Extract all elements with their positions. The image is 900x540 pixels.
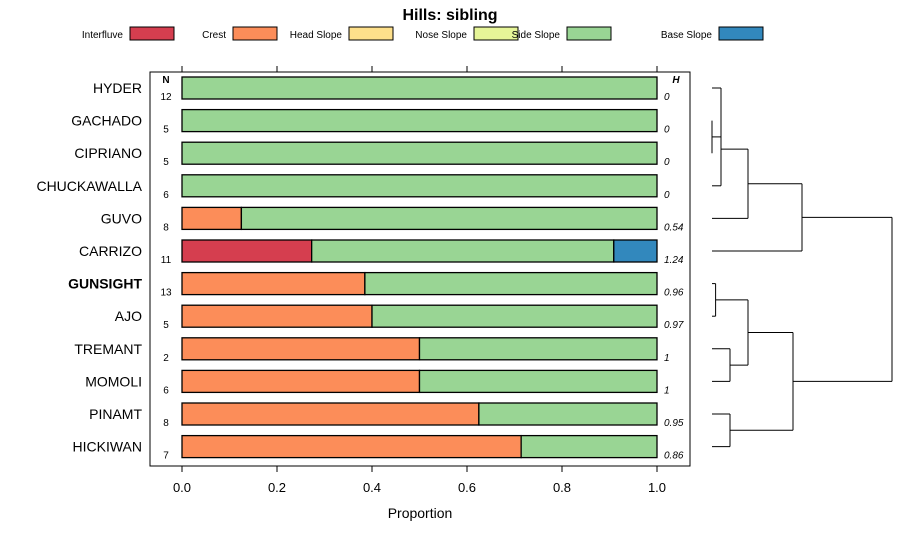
bar-segment-side-slope	[181, 174, 658, 198]
x-tick-label: 0.6	[458, 480, 476, 495]
category-label: GUNSIGHT	[68, 276, 142, 292]
x-axis-label: Proportion	[388, 505, 453, 521]
n-value: 8	[163, 418, 169, 429]
h-value: 0	[664, 92, 670, 103]
x-tick-label: 0.2	[268, 480, 286, 495]
legend-label-nose-slope: Nose Slope	[415, 30, 467, 41]
bar-row-hickiwan: HICKIWAN 7 0.86	[73, 434, 684, 462]
legend-swatch-base-slope	[718, 26, 764, 41]
bar-row-tremant: TREMANT 2 1	[74, 337, 670, 364]
bar-segment-side-slope	[311, 239, 615, 263]
bar-segment-interfluve	[181, 239, 313, 263]
category-label: CIPRIANO	[74, 145, 142, 161]
x-tick-label: 1.0	[648, 480, 666, 495]
bar-row-pinamt: PINAMT 8 0.95	[89, 402, 684, 429]
legend-label-base-slope: Base Slope	[661, 30, 713, 41]
category-label: HICKIWAN	[73, 439, 142, 455]
bar-segment-crest	[181, 271, 366, 296]
category-label: AJO	[115, 308, 142, 324]
x-tick-label: 0.0	[173, 480, 191, 495]
x-tick-label: 0.8	[553, 480, 571, 495]
bar-segment-side-slope	[418, 369, 658, 394]
plot-frame	[149, 71, 691, 467]
bar-segment-side-slope	[520, 434, 658, 459]
h-value: 0.86	[664, 451, 684, 462]
bar-segment-crest	[181, 304, 373, 328]
legend-label-side-slope: Side Slope	[512, 30, 561, 41]
legend: Interfluve Crest Head Slope Nose Slope Side …	[82, 26, 764, 41]
x-axis: 0.0 0.2 0.4 0.6 0.8 1.0	[173, 66, 666, 495]
n-value: 2	[163, 353, 169, 364]
bar-segment-crest	[181, 337, 421, 361]
h-value: 0.96	[664, 288, 684, 299]
category-label: HYDER	[93, 80, 142, 96]
bar-row-momoli: MOMOLI 6 1	[85, 369, 670, 396]
legend-swatch-head-slope	[348, 26, 394, 41]
x-tick-label: 0.4	[363, 480, 381, 495]
category-label: CARRIZO	[79, 243, 142, 259]
n-value: 6	[163, 190, 169, 201]
bar-row-chuckawalla: CHUCKAWALLA 6 0	[36, 174, 670, 201]
n-value: 5	[163, 125, 169, 136]
bar-row-ajo: AJO 5 0.97	[115, 304, 684, 331]
bar-segment-side-slope	[181, 76, 658, 100]
n-value: 8	[163, 222, 169, 233]
bar-row-guvo: GUVO 8 0.54	[101, 206, 684, 233]
h-value: 1	[664, 385, 670, 396]
bar-row-gachado: GACHADO 5 0	[71, 108, 670, 136]
dendrogram	[711, 87, 893, 448]
h-value: 0.54	[664, 222, 684, 233]
n-value: 6	[163, 385, 169, 396]
n-value: 5	[163, 320, 169, 331]
bar-segment-side-slope	[371, 304, 658, 328]
category-label: CHUCKAWALLA	[36, 178, 142, 194]
bar-segment-crest	[181, 206, 243, 231]
legend-label-head-slope: Head Slope	[290, 30, 343, 41]
h-column-header: H	[672, 75, 680, 86]
n-column-header: N	[162, 75, 169, 86]
bar-row-cipriano: CIPRIANO 5 0	[74, 141, 670, 168]
bar-segment-crest	[181, 369, 421, 394]
legend-label-interfluve: Interfluve	[82, 30, 124, 41]
h-value: 0	[664, 157, 670, 168]
bar-segment-side-slope	[418, 337, 658, 361]
bar-segment-side-slope	[240, 206, 658, 231]
bar-segment-crest	[181, 434, 522, 459]
bar-row-hyder: HYDER 12 0	[93, 76, 670, 103]
bar-row-carrizo: CARRIZO 11 1.24	[79, 239, 684, 266]
bar-segment-base-slope	[613, 239, 658, 263]
category-label: PINAMT	[89, 406, 142, 422]
legend-swatch-interfluve	[129, 26, 175, 41]
bar-segment-side-slope	[181, 108, 658, 133]
category-label: TREMANT	[74, 341, 142, 357]
legend-swatch-side-slope	[566, 26, 612, 41]
n-value: 11	[161, 255, 172, 266]
h-value: 1	[664, 353, 670, 364]
bar-segment-crest	[181, 402, 480, 426]
bar-segment-side-slope	[364, 271, 658, 296]
n-value: 5	[163, 157, 169, 168]
bar-row-gunsight: GUNSIGHT 13 0.96	[68, 271, 684, 299]
category-label: MOMOLI	[85, 373, 142, 389]
h-value: 1.24	[664, 255, 684, 266]
bar-segment-side-slope	[478, 402, 658, 426]
legend-label-crest: Crest	[202, 30, 226, 41]
n-value: 13	[160, 288, 172, 299]
h-value: 0.97	[664, 320, 684, 331]
n-value: 7	[163, 451, 169, 462]
n-value: 12	[160, 92, 172, 103]
legend-swatch-crest	[232, 26, 278, 41]
legend-swatch-nose-slope	[473, 26, 519, 41]
bar-segment-side-slope	[181, 141, 658, 165]
h-value: 0.95	[664, 418, 684, 429]
h-value: 0	[664, 190, 670, 201]
chart-title: Hills: sibling	[402, 7, 497, 24]
category-label: GACHADO	[71, 113, 142, 129]
h-value: 0	[664, 125, 670, 136]
category-label: GUVO	[101, 210, 142, 226]
